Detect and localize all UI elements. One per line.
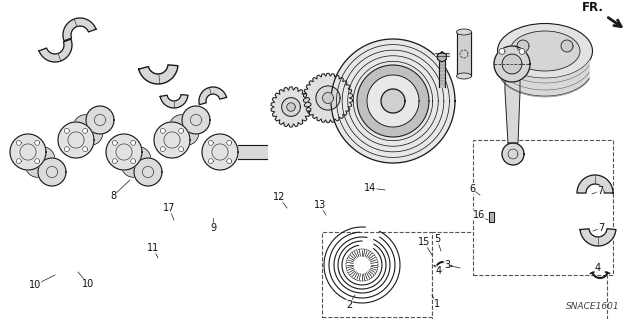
Polygon shape	[502, 143, 524, 165]
Polygon shape	[282, 98, 300, 116]
Polygon shape	[131, 159, 136, 164]
Polygon shape	[182, 106, 210, 134]
Polygon shape	[161, 147, 165, 152]
Polygon shape	[501, 60, 589, 96]
Text: 7: 7	[597, 186, 603, 196]
Polygon shape	[323, 93, 333, 103]
Polygon shape	[179, 147, 184, 152]
Polygon shape	[83, 128, 88, 133]
Bar	[473, 140, 613, 275]
Polygon shape	[39, 39, 72, 62]
Text: 16: 16	[473, 210, 485, 220]
Polygon shape	[161, 128, 165, 133]
Polygon shape	[367, 75, 419, 127]
Polygon shape	[499, 48, 505, 55]
Text: 2: 2	[346, 300, 352, 310]
Polygon shape	[17, 140, 21, 145]
Text: 12: 12	[273, 192, 285, 202]
Polygon shape	[65, 147, 69, 152]
Text: 13: 13	[314, 200, 326, 210]
Polygon shape	[65, 128, 69, 133]
Text: 10: 10	[29, 280, 41, 290]
Bar	[322, 232, 432, 317]
Polygon shape	[381, 89, 405, 113]
Polygon shape	[113, 159, 117, 164]
Text: 9: 9	[210, 223, 216, 233]
Polygon shape	[331, 39, 455, 163]
Text: 11: 11	[147, 243, 159, 253]
Text: 4: 4	[595, 263, 601, 273]
Polygon shape	[63, 18, 96, 41]
Polygon shape	[457, 32, 471, 76]
Polygon shape	[577, 175, 613, 193]
Text: 7: 7	[598, 223, 604, 233]
Text: 15: 15	[418, 237, 430, 247]
Text: 6: 6	[469, 184, 475, 194]
Ellipse shape	[510, 31, 580, 71]
Ellipse shape	[121, 147, 151, 177]
Polygon shape	[202, 134, 238, 170]
Polygon shape	[106, 134, 142, 170]
Polygon shape	[271, 87, 311, 127]
Polygon shape	[438, 52, 446, 62]
Polygon shape	[113, 140, 117, 145]
Polygon shape	[519, 48, 525, 55]
Text: 17: 17	[163, 203, 175, 213]
Text: 10: 10	[82, 279, 94, 289]
Polygon shape	[227, 159, 232, 164]
Polygon shape	[139, 65, 178, 84]
Polygon shape	[316, 86, 340, 110]
Polygon shape	[179, 128, 184, 133]
Polygon shape	[505, 71, 520, 143]
Text: 5: 5	[434, 234, 440, 244]
Polygon shape	[35, 140, 40, 145]
Polygon shape	[58, 122, 94, 158]
Polygon shape	[38, 158, 66, 186]
Polygon shape	[517, 40, 529, 52]
Polygon shape	[10, 134, 46, 170]
Polygon shape	[303, 73, 353, 122]
Text: 4: 4	[436, 266, 442, 276]
Polygon shape	[35, 159, 40, 164]
Polygon shape	[435, 53, 449, 56]
Ellipse shape	[169, 115, 199, 145]
Polygon shape	[17, 159, 21, 164]
Ellipse shape	[497, 24, 593, 78]
Bar	[432, 232, 607, 319]
Polygon shape	[357, 65, 429, 137]
Polygon shape	[561, 40, 573, 52]
Polygon shape	[489, 212, 494, 222]
Ellipse shape	[456, 73, 472, 79]
Polygon shape	[154, 122, 190, 158]
Polygon shape	[131, 140, 136, 145]
Ellipse shape	[25, 147, 55, 177]
Text: 3: 3	[444, 260, 450, 270]
Polygon shape	[199, 87, 227, 105]
Polygon shape	[134, 158, 162, 186]
Polygon shape	[227, 140, 232, 145]
Text: 1: 1	[434, 299, 440, 309]
Polygon shape	[209, 140, 213, 145]
Text: SNACE1601: SNACE1601	[566, 302, 620, 311]
Polygon shape	[86, 106, 114, 134]
Polygon shape	[287, 103, 295, 111]
Text: 14: 14	[364, 183, 376, 193]
Polygon shape	[580, 229, 616, 246]
Polygon shape	[494, 46, 530, 82]
Polygon shape	[439, 57, 445, 87]
Polygon shape	[160, 95, 188, 108]
Ellipse shape	[456, 29, 472, 35]
Text: FR.: FR.	[582, 1, 604, 14]
Ellipse shape	[73, 115, 103, 145]
Text: 8: 8	[110, 191, 116, 201]
Polygon shape	[502, 54, 522, 74]
Polygon shape	[83, 147, 88, 152]
Polygon shape	[209, 159, 213, 164]
